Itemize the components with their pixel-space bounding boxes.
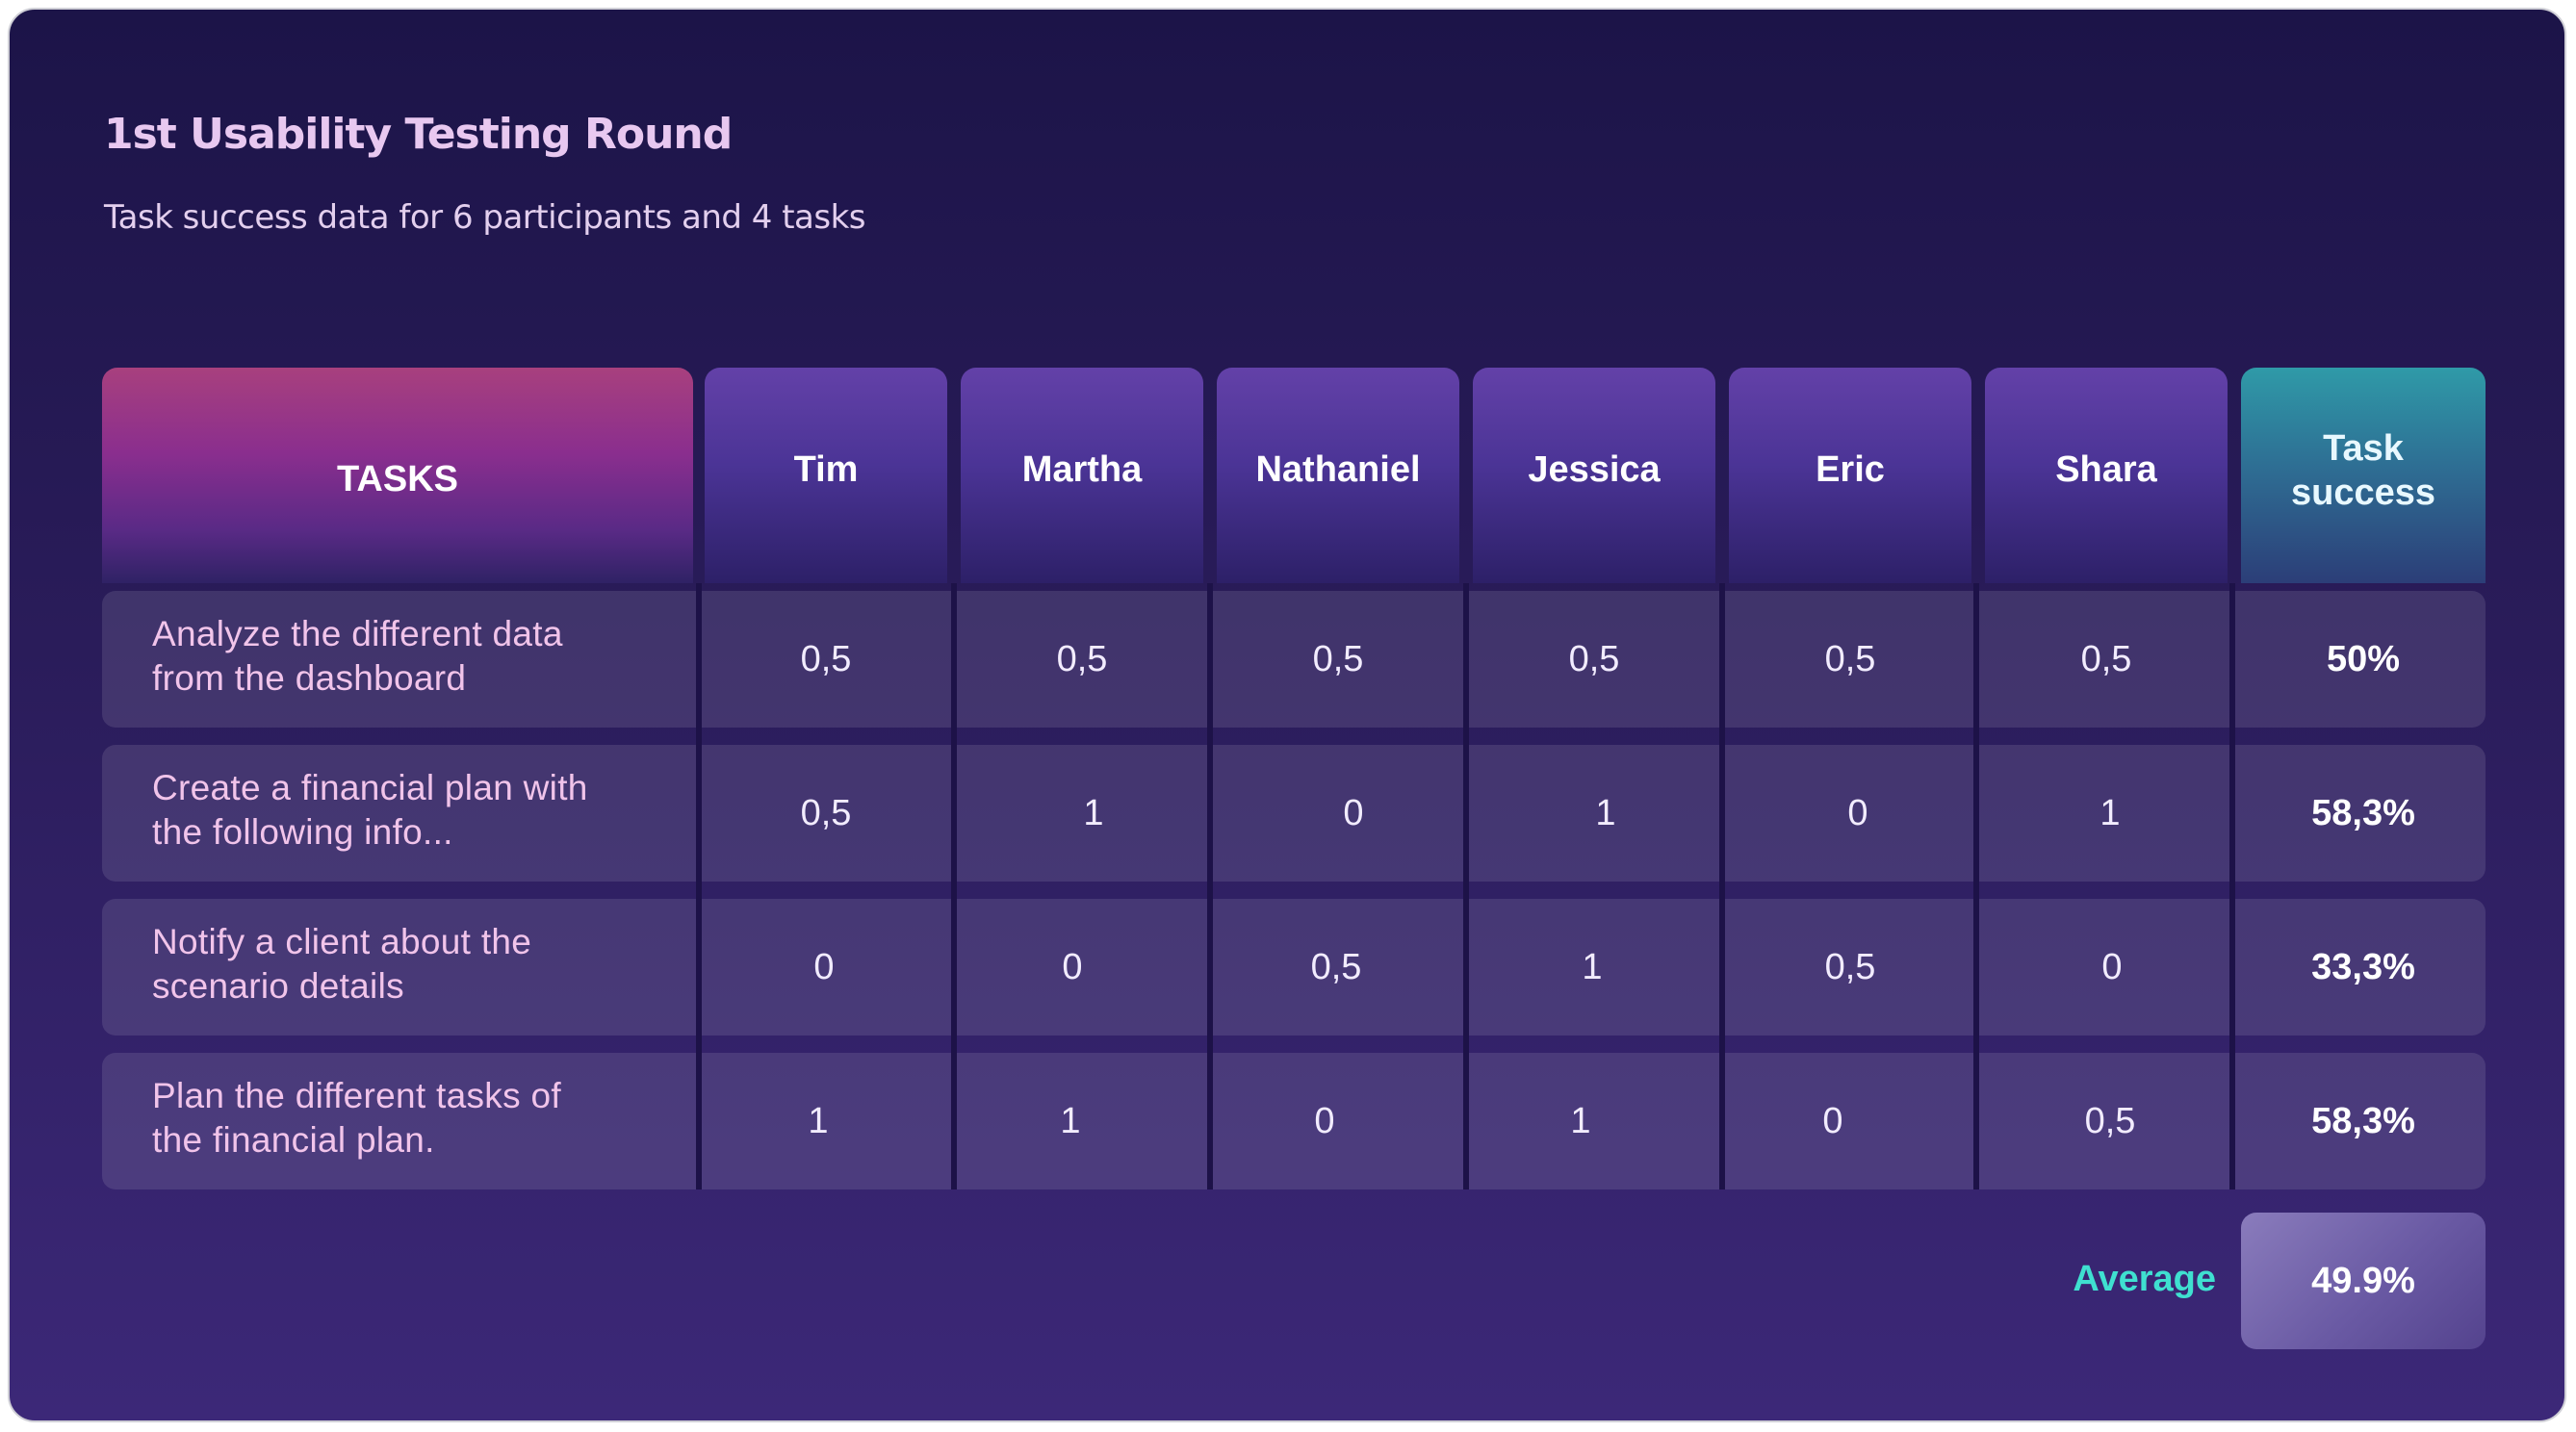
column-divider <box>1719 583 1725 1189</box>
score-cell: 0 <box>2101 946 2123 987</box>
table-row-bg <box>102 745 2486 882</box>
header-participant-nathaniel: Nathaniel <box>1217 368 1459 583</box>
page-subtitle: Task success data for 6 participants and… <box>104 198 866 237</box>
task-name: Notify a client about the scenario detai… <box>152 922 532 1006</box>
header-participant-label: Tim <box>793 449 859 490</box>
score-cell: 1 <box>2099 792 2121 833</box>
header-participant-eric: Eric <box>1729 368 1971 583</box>
score-cell: 0,5 <box>1056 638 1108 679</box>
score-cell: 0 <box>1343 792 1364 833</box>
table-row-bg <box>102 899 2486 1036</box>
header-participant-martha: Martha <box>961 368 1203 583</box>
header-task-success: Task success <box>2241 368 2486 583</box>
score-cell: 0,5 <box>800 638 852 679</box>
score-cell: 0 <box>1822 1100 1843 1141</box>
task-success-value: 58,3% <box>2311 1100 2415 1141</box>
page-title: 1st Usability Testing Round <box>104 110 733 159</box>
average-label: Average <box>2073 1259 2216 1299</box>
score-cell: 1 <box>1595 792 1616 833</box>
header-participant-tim: Tim <box>705 368 947 583</box>
header-participant-label: Nathaniel <box>1255 449 1421 490</box>
task-name: Analyze the different data from the dash… <box>152 614 563 698</box>
task-success-value: 50% <box>2326 638 2401 679</box>
header-tasks-label: TASKS <box>337 459 458 499</box>
score-cell: 1 <box>1582 946 1603 987</box>
header-participant-label: Eric <box>1816 449 1885 490</box>
score-cell: 0 <box>1062 946 1083 987</box>
header-participant-label: Jessica <box>1528 449 1661 490</box>
header-success-line1: Task <box>2323 428 2404 469</box>
header-success-line2: success <box>2290 473 2435 513</box>
task-name: Create a financial plan with the followi… <box>152 768 588 852</box>
score-cell: 0,5 <box>1568 638 1620 679</box>
score-cell: 0 <box>813 946 835 987</box>
score-cell: 0,5 <box>1824 946 1876 987</box>
score-cell: 0,5 <box>1312 638 1364 679</box>
header-participant-label: Martha <box>1021 449 1143 490</box>
score-cell: 0,5 <box>1310 946 1362 987</box>
score-cell: 1 <box>1570 1100 1591 1141</box>
score-cell: 0,5 <box>2080 638 2132 679</box>
usability-card: 1st Usability Testing Round Task success… <box>8 8 2566 1422</box>
average-value: 49.9% <box>2241 1213 2486 1349</box>
score-cell: 1 <box>1060 1100 1081 1141</box>
header-participant-shara: Shara <box>1985 368 2228 583</box>
task-name: Plan the different tasks of the financia… <box>152 1076 561 1160</box>
column-divider <box>2229 583 2235 1189</box>
score-cell: 0,5 <box>800 792 852 833</box>
column-divider <box>1973 583 1979 1189</box>
table-row-bg <box>102 591 2486 728</box>
score-cell: 0 <box>1847 792 1868 833</box>
column-divider <box>1463 583 1469 1189</box>
score-cell: 0 <box>1314 1100 1335 1141</box>
score-cell: 0,5 <box>1824 638 1876 679</box>
column-divider <box>696 583 702 1189</box>
score-cell: 1 <box>808 1100 829 1141</box>
score-cell: 1 <box>1083 792 1104 833</box>
header-tasks: TASKS <box>102 368 693 583</box>
column-divider <box>951 583 957 1189</box>
header-participant-jessica: Jessica <box>1473 368 1715 583</box>
task-success-value: 33,3% <box>2311 946 2415 987</box>
column-divider <box>1207 583 1213 1189</box>
task-success-value: 58,3% <box>2311 792 2415 833</box>
score-cell: 0,5 <box>2084 1100 2136 1141</box>
table-row-bg <box>102 1053 2486 1189</box>
header-participant-label: Shara <box>2055 449 2157 490</box>
